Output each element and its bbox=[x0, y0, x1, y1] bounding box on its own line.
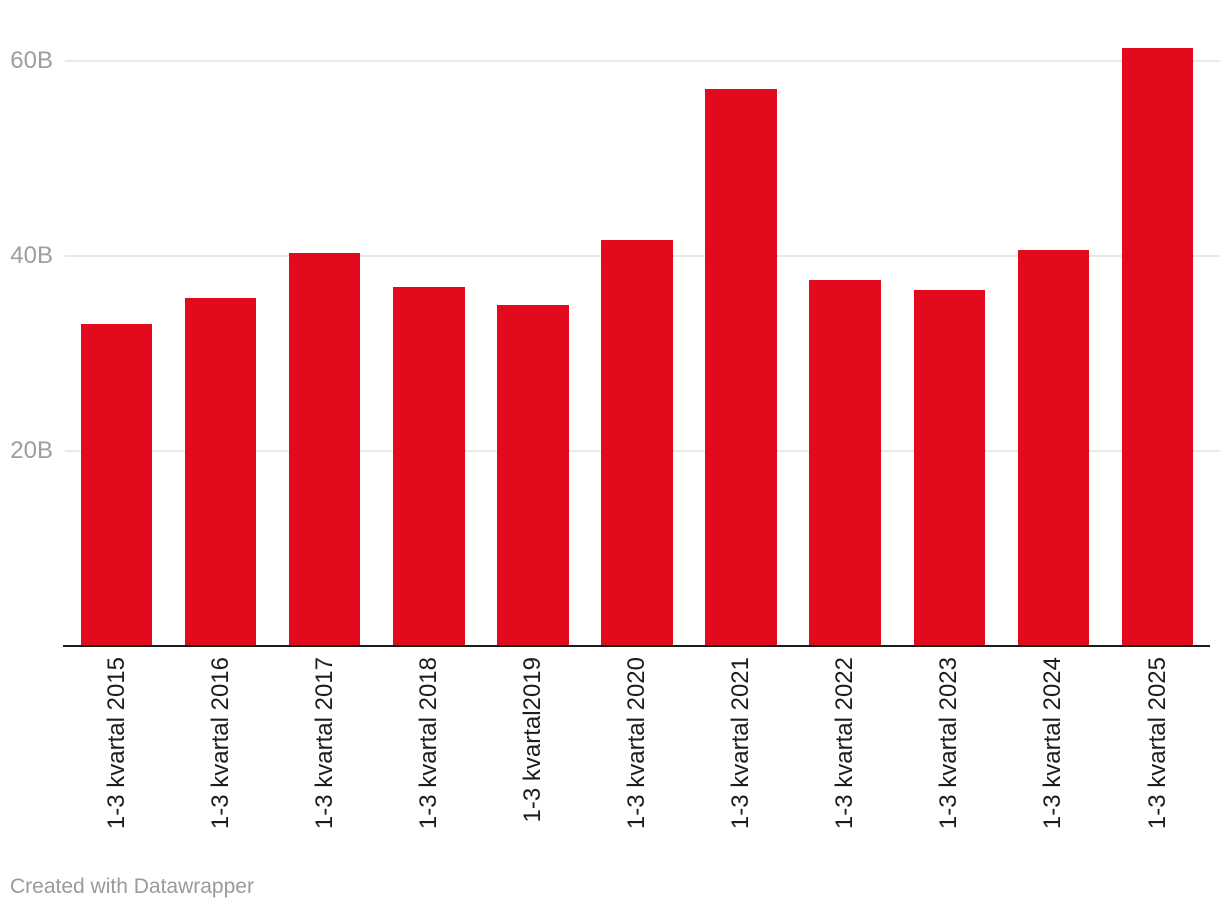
datawrapper-attribution: Created with Datawrapper bbox=[10, 875, 254, 898]
bar[interactable] bbox=[1121, 48, 1194, 646]
x-axis-label: 1-3 kvartal2019 bbox=[518, 657, 546, 823]
x-axis-label: 1-3 kvartal 2025 bbox=[1143, 657, 1171, 830]
bar[interactable] bbox=[393, 287, 465, 646]
bar[interactable] bbox=[1017, 250, 1090, 646]
y-axis-tick-label: 40B bbox=[10, 242, 53, 269]
x-axis-label: 1-3 kvartal 2020 bbox=[623, 657, 650, 830]
x-axis-label: 1-3 kvartal 2023 bbox=[935, 657, 963, 830]
x-axis-line bbox=[63, 644, 1210, 647]
x-axis-label: 1-3 kvartal 2015 bbox=[102, 657, 130, 830]
x-axis-label: 1-3 kvartal 2017 bbox=[310, 657, 338, 830]
x-axis-label: 1-3 kvartal 2024 bbox=[1039, 657, 1067, 830]
bar[interactable] bbox=[705, 89, 777, 646]
x-axis-label: 1-3 kvartal 2016 bbox=[206, 657, 234, 830]
x-axis-label: 1-3 kvartal 2022 bbox=[831, 657, 859, 830]
bar[interactable] bbox=[80, 324, 153, 646]
y-gridline bbox=[65, 60, 1220, 62]
bar[interactable] bbox=[913, 290, 986, 646]
bar[interactable] bbox=[184, 297, 257, 646]
y-axis-tick-label: 60B bbox=[10, 47, 53, 74]
bar[interactable] bbox=[601, 240, 673, 646]
x-axis-label: 1-3 kvartal 2018 bbox=[414, 657, 442, 830]
bar[interactable] bbox=[497, 304, 569, 646]
bar[interactable] bbox=[809, 280, 881, 646]
y-axis-tick-label: 20B bbox=[10, 437, 53, 464]
bar[interactable] bbox=[288, 253, 361, 646]
x-axis-label: 1-3 kvartal 2021 bbox=[727, 657, 755, 830]
